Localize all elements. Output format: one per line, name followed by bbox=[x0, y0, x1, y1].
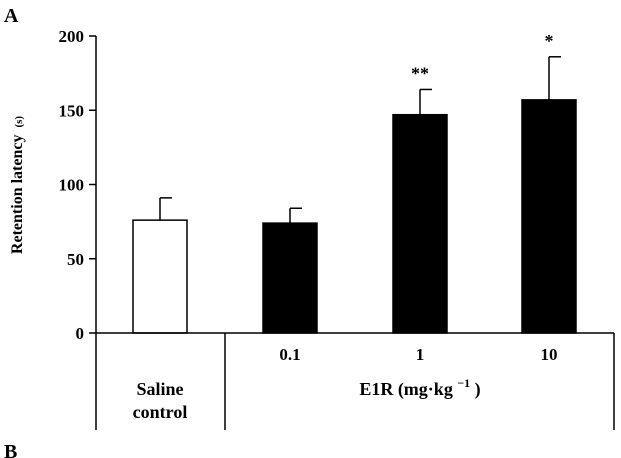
saline-label-line1: Saline bbox=[136, 379, 183, 399]
bars: *** bbox=[132, 31, 577, 334]
y-axis-label: Retention latency bbox=[9, 135, 26, 255]
group-label-main: E1R (mg·kg bbox=[359, 379, 453, 400]
y-tick-label: 100 bbox=[59, 176, 85, 195]
bar bbox=[132, 219, 188, 334]
panel-label-a: A bbox=[4, 5, 19, 27]
y-axis-title: Retention latency (s) bbox=[9, 116, 26, 254]
y-tick-label: 150 bbox=[59, 101, 85, 120]
y-tick-label: 200 bbox=[59, 27, 85, 46]
bar bbox=[392, 113, 448, 334]
saline-label-line2: control bbox=[133, 402, 188, 422]
group-label-end: ) bbox=[475, 379, 481, 400]
significance-marker: ** bbox=[411, 63, 429, 83]
bar bbox=[262, 222, 318, 334]
x-tick-label: 1 bbox=[416, 345, 425, 364]
panel-label-b: B bbox=[4, 441, 17, 458]
x-tick-label: 10 bbox=[541, 345, 558, 364]
group-label-sup: −1 bbox=[457, 376, 470, 390]
y-tick-label: 50 bbox=[67, 250, 84, 269]
svg-text:Retention latency (s): Retention latency (s) bbox=[9, 116, 26, 254]
y-tick-label: 0 bbox=[76, 324, 85, 343]
y-axis-unit: (s) bbox=[13, 116, 25, 128]
y-axis-ticks: 0 50 100 150 200 bbox=[59, 27, 96, 343]
bar bbox=[521, 99, 577, 334]
x-tick-label: 0.1 bbox=[279, 345, 300, 364]
significance-marker: * bbox=[545, 31, 554, 51]
x-axis-labels: 0.1 1 10 bbox=[279, 345, 557, 364]
group-label: E1R (mg·kg −1 ) bbox=[359, 371, 480, 400]
category-table bbox=[95, 333, 615, 430]
